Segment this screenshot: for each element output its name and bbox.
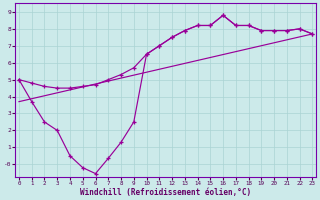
X-axis label: Windchill (Refroidissement éolien,°C): Windchill (Refroidissement éolien,°C) xyxy=(80,188,251,197)
